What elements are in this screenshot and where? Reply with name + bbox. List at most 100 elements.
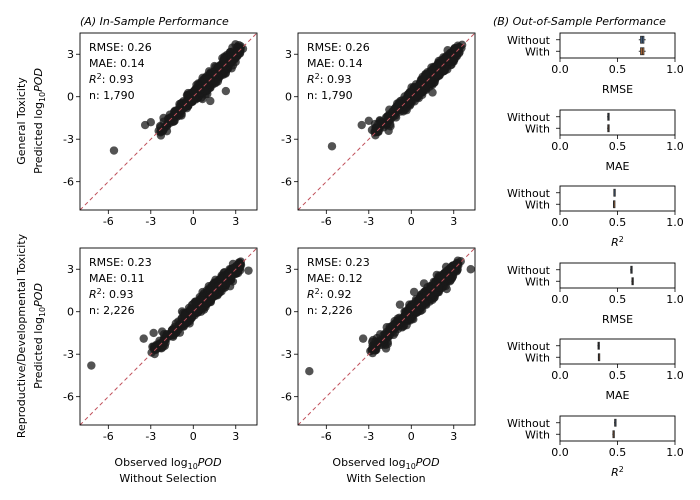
category-label: With: [525, 45, 550, 58]
category-label: Without: [507, 187, 551, 200]
data-point: [404, 97, 413, 107]
data-point: [194, 304, 204, 313]
y-tick-label: -3: [281, 348, 292, 361]
data-point-outlier: [305, 366, 314, 376]
data-point: [227, 51, 236, 61]
data-point-outlier: [357, 120, 366, 130]
data-point: [421, 291, 431, 300]
label-subscript: 10: [406, 462, 416, 471]
r2-superscript: 2: [315, 287, 320, 296]
data-point-outlier: [368, 335, 378, 345]
data-point: [235, 263, 245, 272]
x-axis-label: R2: [611, 465, 624, 479]
data-point: [155, 336, 164, 346]
data-point: [200, 85, 209, 95]
x-tick-label: 0.0: [551, 446, 569, 459]
label-suffix: POD: [198, 456, 222, 469]
x-tick-label: 0: [408, 215, 415, 228]
data-point: [156, 123, 165, 132]
x-tick-label: 1.0: [666, 216, 684, 229]
data-point: [393, 314, 402, 323]
x-tick-label: -3: [363, 430, 374, 443]
n-stat: n: 2,226: [89, 304, 135, 317]
n-stat: n: 1,790: [89, 89, 135, 102]
x-tick-label: 0.0: [551, 293, 569, 306]
data-point: [394, 98, 403, 108]
x-tick-label: 0.5: [609, 293, 627, 306]
x-axis-label: MAE: [606, 160, 630, 173]
data-point: [233, 47, 242, 57]
data-point: [381, 344, 391, 353]
data-point-outlier: [146, 118, 155, 127]
data-point: [443, 271, 452, 281]
category-label: With: [525, 275, 550, 288]
r2-superscript: 2: [97, 287, 102, 296]
panel-b-title: (B) Out-of-Sample Performance: [493, 15, 666, 28]
col-xlabel-line1: Observed log10POD: [332, 456, 439, 471]
r2-value: : 0.93: [320, 73, 352, 86]
data-point: [402, 320, 411, 330]
x-tick-label: 0.0: [551, 369, 569, 382]
rmse-stat: RMSE: 0.26: [89, 41, 152, 54]
r2-symbol: R: [611, 466, 619, 479]
label-prefix: Observed log: [332, 456, 405, 469]
x-tick-label: 0.5: [609, 216, 627, 229]
x-tick-label: 0.0: [551, 140, 569, 153]
data-point: [182, 104, 192, 113]
x-tick-label: 0: [190, 215, 197, 228]
data-point-outlier: [244, 266, 253, 275]
y-tick-label: 3: [67, 48, 74, 61]
x-tick-label: -3: [363, 215, 374, 228]
x-tick-label: 0: [408, 430, 415, 443]
rmse-stat: RMSE: 0.23: [307, 256, 370, 269]
data-point-outlier: [159, 113, 168, 123]
x-axis-label: MAE: [606, 389, 630, 402]
category-label: Without: [507, 34, 551, 47]
data-point: [432, 70, 442, 80]
data-point: [214, 62, 223, 71]
r2-symbol: R: [89, 288, 97, 301]
data-point: [169, 330, 178, 340]
data-point-outlier: [87, 361, 96, 370]
axes-frame: [559, 338, 676, 365]
x-tick-label: 0.5: [609, 140, 627, 153]
data-point-outlier: [409, 287, 419, 297]
data-point-outlier: [383, 112, 392, 121]
data-point-outlier: [170, 106, 180, 116]
data-point-outlier: [419, 279, 429, 288]
axes-frame: [559, 262, 676, 289]
r2-symbol: R: [307, 73, 315, 86]
r2-stat: R2: 0.93: [307, 72, 351, 86]
mae-stat: MAE: 0.11: [89, 272, 145, 285]
data-point-outlier: [395, 300, 405, 309]
axes-frame: [559, 185, 676, 212]
row-ylabel-line2: Predicted log10POD: [32, 68, 47, 174]
data-point-outlier: [364, 116, 373, 125]
x-tick-label: -6: [103, 215, 114, 228]
data-point: [171, 319, 181, 328]
points-group: [298, 248, 475, 425]
x-tick-label: 1.0: [666, 369, 684, 382]
data-point: [393, 324, 403, 334]
data-point-outlier: [442, 284, 451, 294]
r2-stat: R2: 0.92: [307, 287, 351, 301]
x-tick-label: 0.0: [551, 63, 569, 76]
x-tick-label: 3: [450, 215, 457, 228]
data-point-outlier: [428, 88, 437, 97]
category-label: Without: [507, 340, 551, 353]
y-tick-label: 0: [285, 91, 292, 104]
x-tick-label: 0.5: [609, 63, 627, 76]
x-tick-label: 3: [232, 430, 239, 443]
r2-superscript: 2: [315, 72, 320, 81]
category-label: Without: [507, 111, 551, 124]
x-axis-label: RMSE: [602, 313, 633, 326]
points-group: [80, 33, 257, 210]
category-label: With: [525, 351, 550, 364]
